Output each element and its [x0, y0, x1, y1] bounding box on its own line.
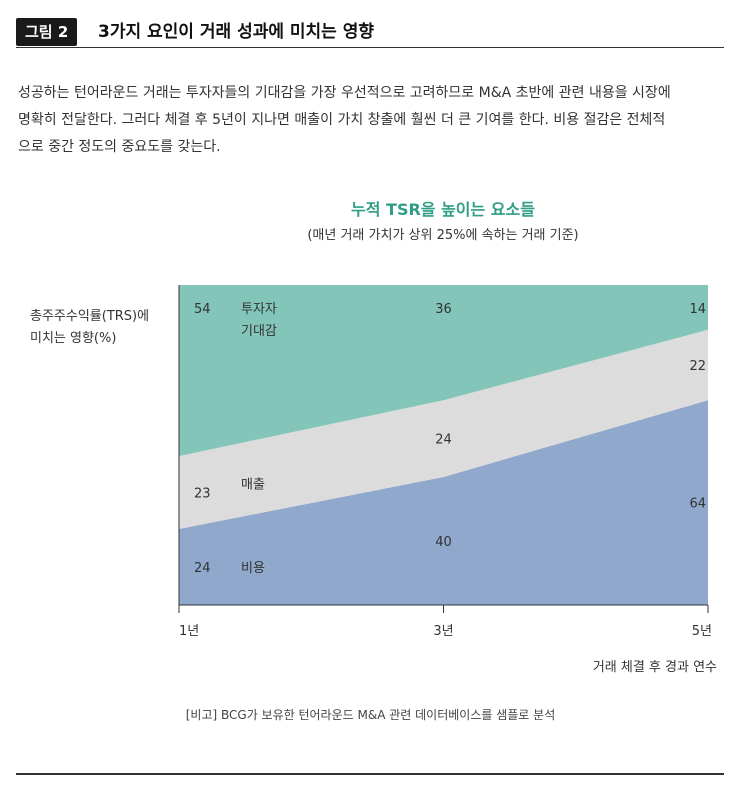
data-label: 36: [435, 302, 452, 317]
data-label: 23: [194, 487, 211, 502]
footer-divider: [16, 773, 724, 775]
y-axis-label: 총주주수익률(TRS)에 미치는 영향(%): [30, 309, 150, 346]
figure-title: 3가지 요인이 거래 성과에 미치는 영향: [98, 22, 375, 42]
x-axis-label: 거래 체결 후 경과 연수: [592, 660, 717, 675]
data-label: 24: [194, 561, 211, 576]
x-tick-label: 5년: [692, 624, 712, 639]
area-1: [179, 400, 708, 605]
series-label: 투자자: [241, 302, 277, 317]
figure-header: 그림 2 3가지 요인이 거래 성과에 미치는 영향: [16, 18, 724, 46]
series-label: 비용: [241, 561, 265, 576]
figure-label: 그림 2: [16, 18, 78, 46]
x-tick-label: 3년: [433, 624, 453, 639]
area-2: [179, 329, 708, 529]
x-tick-label: 1년: [179, 624, 199, 639]
series-label: 매출: [241, 478, 265, 493]
data-label: 64: [689, 497, 706, 512]
data-label: 54: [194, 302, 211, 317]
data-label: 22: [689, 359, 706, 374]
data-label: 40: [435, 535, 452, 550]
chart-subtitle: (매년 거래 가치가 상위 25%에 속하는 거래 기준): [307, 228, 579, 243]
intro-paragraph: 성공하는 턴어라운드 거래는 투자자들의 기대감을 가장 우선적으로 고려하므로…: [18, 85, 671, 155]
header-divider: [16, 47, 724, 48]
area-3: [179, 285, 708, 457]
source-note: [비고] BCG가 보유한 턴어라운드 M&A 관련 데이터베이스를 샘플로 분…: [185, 708, 556, 722]
data-label: 14: [689, 302, 706, 317]
chart-title: 누적 TSR을 높이는 요소들: [351, 200, 535, 219]
series-label: 기대감: [241, 324, 277, 339]
data-label: 24: [435, 433, 452, 448]
